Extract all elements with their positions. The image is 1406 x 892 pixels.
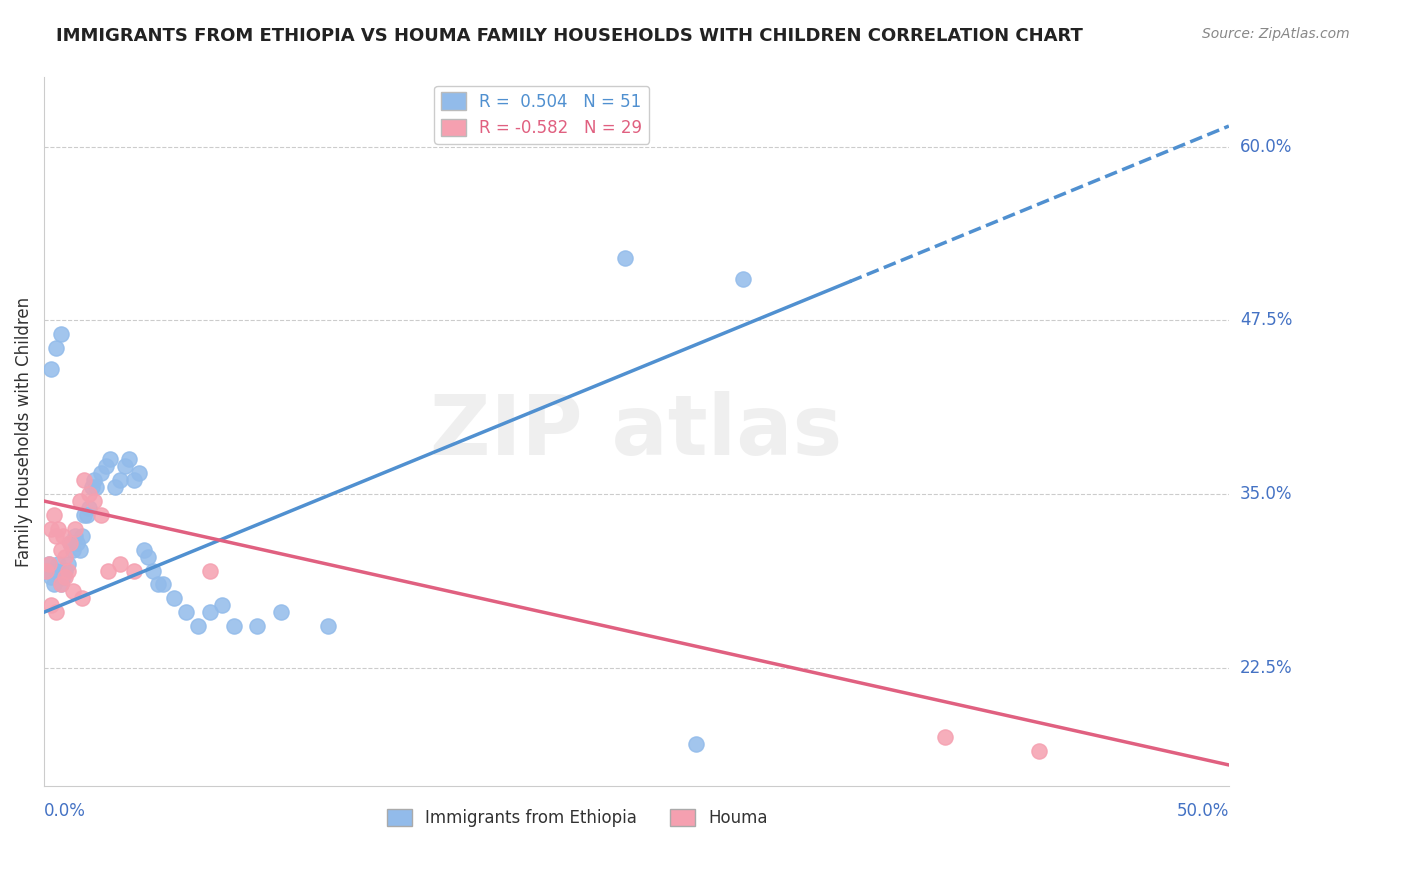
Point [104,480,127,494]
Point [114,459,136,474]
Point [45,605,67,619]
Point [45,564,67,578]
Point [84,480,107,494]
Point [55,570,77,584]
Point [39,362,62,376]
Point [83,494,105,508]
Point [934,730,956,744]
Point [118,452,141,467]
Point [46,522,69,536]
Point [685,737,707,751]
Point [246,619,269,633]
Point [49,327,72,342]
Point [80,480,103,494]
Point [39,522,62,536]
Point [49,577,72,591]
Point [77,487,100,501]
Point [90,467,112,481]
Point [42,508,65,522]
Point [97,564,120,578]
Point [73,508,96,522]
Point [38,557,60,571]
Point [66,535,89,549]
Point [211,599,233,613]
Point [70,529,93,543]
Text: 47.5%: 47.5% [1240,311,1292,329]
Point [270,605,292,619]
Point [49,577,72,591]
Point [59,535,82,549]
Point [52,570,75,584]
Legend: Immigrants from Ethiopia, Houma: Immigrants from Ethiopia, Houma [380,803,775,834]
Point [62,584,84,599]
Point [63,522,86,536]
Point [55,549,77,564]
Point [59,535,82,549]
Point [152,577,174,591]
Point [62,542,84,557]
Point [108,473,131,487]
Point [90,508,112,522]
Point [77,501,100,516]
Point [174,605,197,619]
Text: ZIP atlas: ZIP atlas [430,391,842,472]
Point [142,564,165,578]
Point [122,473,145,487]
Y-axis label: Family Households with Children: Family Households with Children [15,296,32,566]
Point [138,549,160,564]
Point [163,591,186,606]
Text: 60.0%: 60.0% [1240,138,1292,156]
Point [198,605,221,619]
Point [69,542,91,557]
Point [39,599,62,613]
Point [35,564,58,578]
Point [73,473,96,487]
Point [49,542,72,557]
Point [38,557,60,571]
Point [52,529,75,543]
Point [39,570,62,584]
Text: Source: ZipAtlas.com: Source: ZipAtlas.com [1202,27,1350,41]
Point [42,577,65,591]
Text: 50.0%: 50.0% [1177,803,1229,821]
Point [733,272,755,286]
Point [45,341,67,355]
Text: 35.0%: 35.0% [1240,485,1292,503]
Point [108,557,131,571]
Point [100,452,122,467]
Point [70,591,93,606]
Point [76,508,98,522]
Point [45,529,67,543]
Point [35,564,58,578]
Text: 22.5%: 22.5% [1240,658,1292,677]
Point [94,459,117,474]
Text: IMMIGRANTS FROM ETHIOPIA VS HOUMA FAMILY HOUSEHOLDS WITH CHILDREN CORRELATION CH: IMMIGRANTS FROM ETHIOPIA VS HOUMA FAMILY… [56,27,1083,45]
Point [198,564,221,578]
Point [128,467,150,481]
Point [613,251,636,265]
Point [122,564,145,578]
Point [56,564,79,578]
Point [146,577,169,591]
Point [46,557,69,571]
Point [63,529,86,543]
Text: 0.0%: 0.0% [44,803,86,821]
Point [318,619,340,633]
Point [132,542,155,557]
Point [187,619,209,633]
Point [1028,744,1050,758]
Point [69,494,91,508]
Point [56,557,79,571]
Point [83,473,105,487]
Point [222,619,245,633]
Point [55,564,77,578]
